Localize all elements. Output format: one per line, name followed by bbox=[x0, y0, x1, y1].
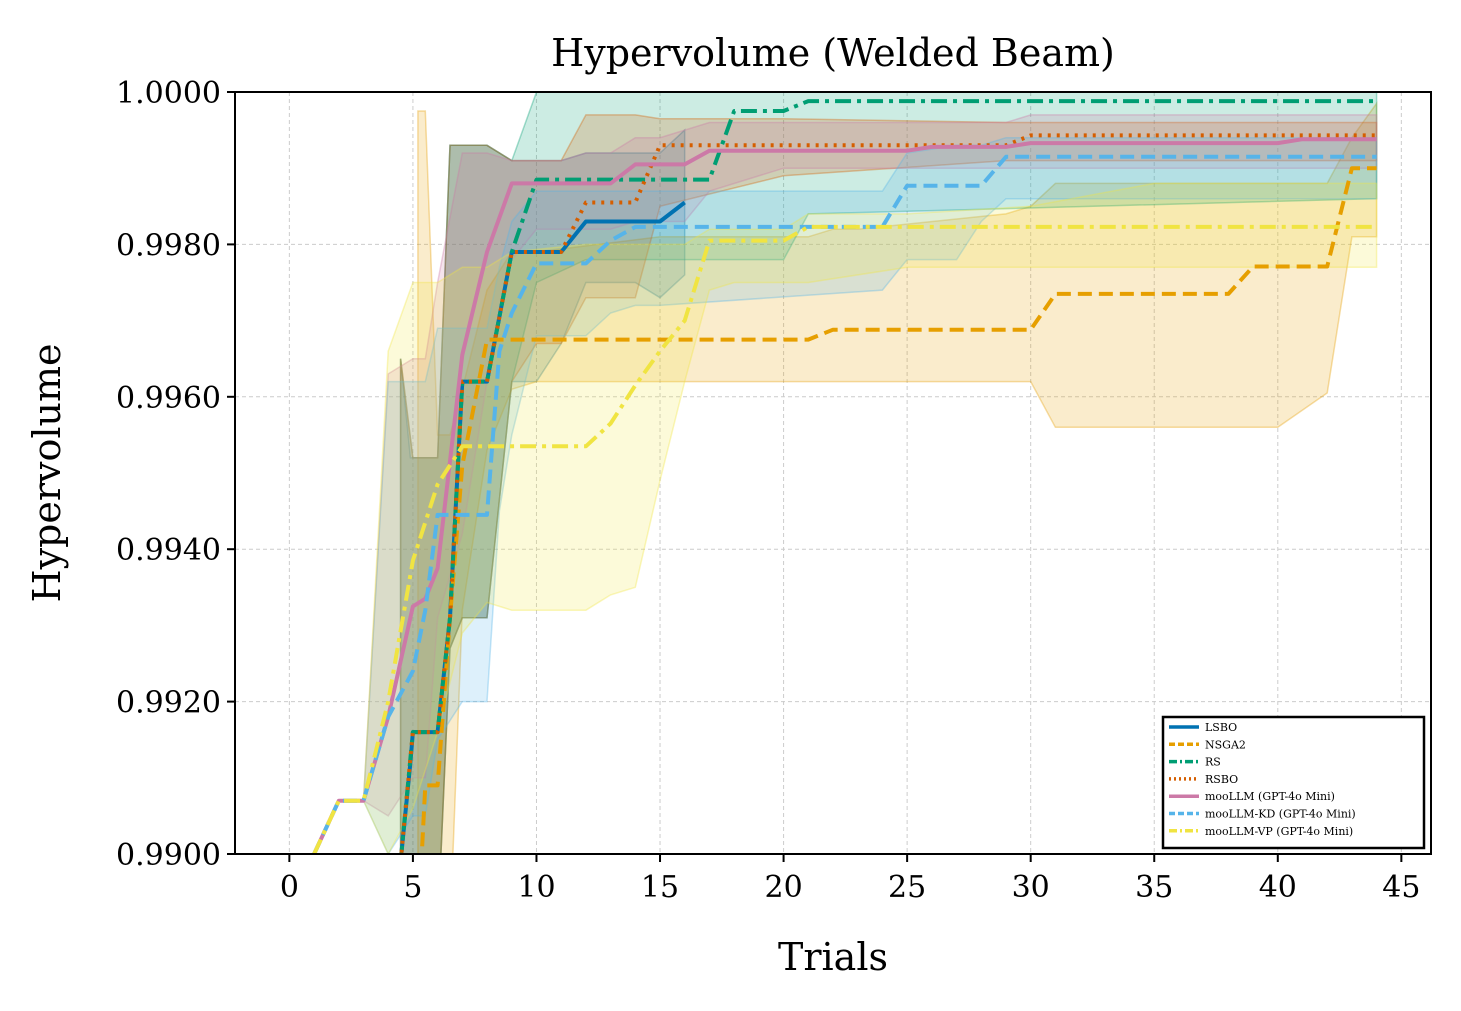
line-moollm-gpt-4o-mini- bbox=[312, 137, 1377, 854]
line-rsbo bbox=[399, 133, 1377, 854]
y-tick-label: 0.9960 bbox=[116, 381, 221, 416]
x-tick-label: 15 bbox=[641, 870, 679, 905]
y-axis-label: Hypervolume bbox=[25, 343, 69, 602]
x-tick-label: 10 bbox=[517, 870, 555, 905]
x-tick-label: 45 bbox=[1382, 870, 1420, 905]
legend-entry-label: mooLLM-KD (GPT-4o Mini) bbox=[1205, 808, 1356, 821]
y-tick-label: 0.9980 bbox=[116, 228, 221, 263]
x-tick-label: 40 bbox=[1259, 870, 1297, 905]
x-tick-label: 25 bbox=[888, 870, 926, 905]
x-tick-label: 5 bbox=[403, 870, 422, 905]
y-tick-label: 0.9920 bbox=[116, 686, 221, 721]
line-moollm-kd-gpt-4o-mini- bbox=[312, 154, 1377, 854]
series-lines bbox=[312, 99, 1377, 854]
legend-entry-label: mooLLM-VP (GPT-4o Mini) bbox=[1205, 825, 1353, 838]
chart-title: Hypervolume (Welded Beam) bbox=[551, 31, 1115, 75]
line-rs bbox=[399, 99, 1377, 854]
line-nsga2 bbox=[419, 166, 1377, 854]
x-tick-label: 35 bbox=[1135, 870, 1173, 905]
legend-entry-label: RSBO bbox=[1205, 773, 1238, 786]
x-tick-label: 0 bbox=[280, 870, 299, 905]
band-moollm-vp-gpt-4o-mini- bbox=[313, 182, 1378, 854]
legend: LSBO NSGA2 RS RSBO mooLLM (GPT-4o Mini) mooLL… bbox=[1161, 715, 1426, 850]
legend-box bbox=[1161, 715, 1426, 850]
plot-frame bbox=[234, 91, 1432, 855]
legend-entry-label: mooLLM (GPT-4o Mini) bbox=[1205, 790, 1335, 803]
y-tick-label: 0.9940 bbox=[116, 533, 221, 568]
line-moollm-vp-gpt-4o-mini- bbox=[312, 224, 1377, 854]
band-rs bbox=[399, 92, 1378, 854]
legend-entry-label: LSBO bbox=[1205, 721, 1237, 734]
band-rsbo bbox=[399, 114, 1378, 854]
legend-entry-label: NSGA2 bbox=[1205, 738, 1246, 751]
axes-ticks: 0 5 10 15 20 25 30 35 40 45 0.9900 0.9920 0.9940 0.99… bbox=[116, 76, 1420, 905]
x-tick-label: 30 bbox=[1012, 870, 1050, 905]
x-axis-label: Trials bbox=[778, 935, 888, 979]
y-tick-label: 1.0000 bbox=[116, 76, 221, 111]
legend-entry-label: RS bbox=[1205, 756, 1221, 769]
x-tick-label: 20 bbox=[764, 870, 802, 905]
y-tick-label: 0.9900 bbox=[116, 838, 221, 873]
